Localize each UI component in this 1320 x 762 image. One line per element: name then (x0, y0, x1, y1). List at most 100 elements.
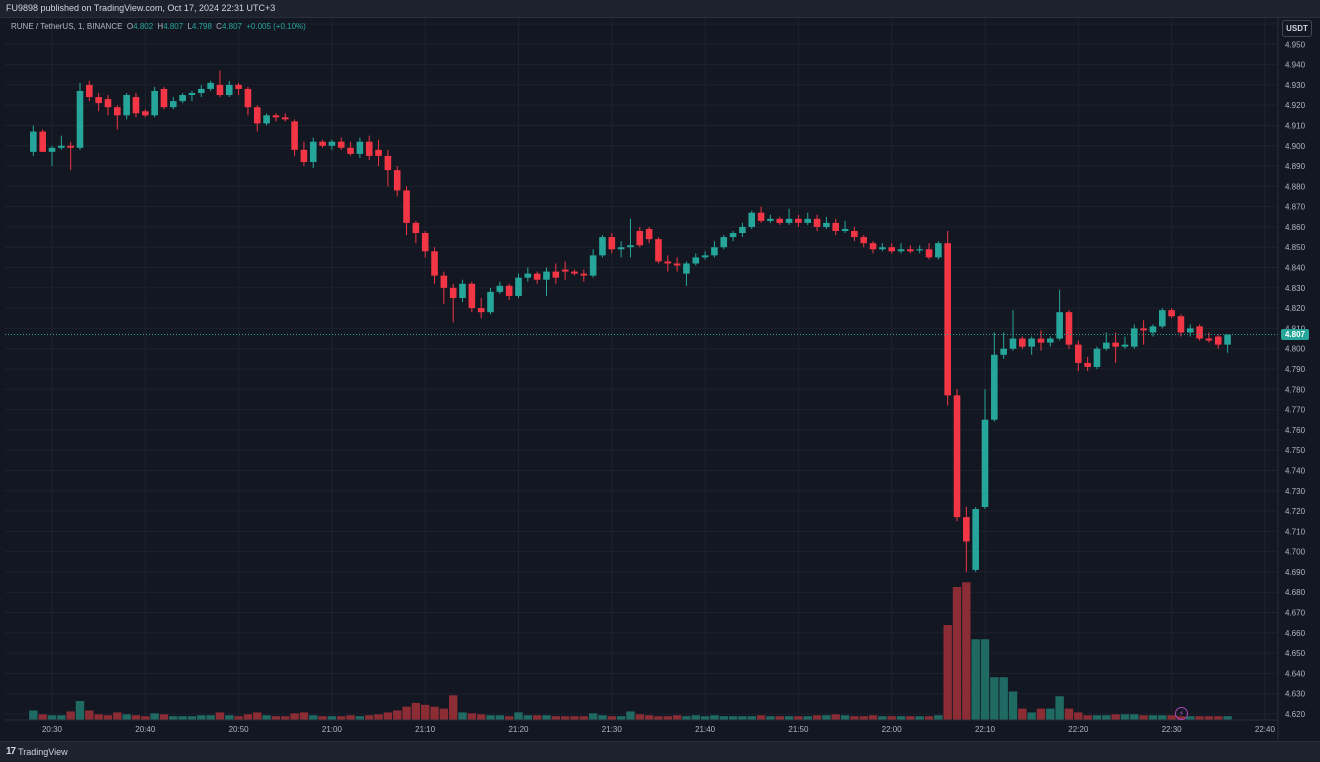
candle[interactable] (813, 214, 821, 231)
candle[interactable] (104, 95, 112, 116)
candle[interactable] (963, 507, 970, 572)
candle[interactable] (384, 149, 392, 187)
candle[interactable] (1130, 324, 1138, 349)
candle[interactable] (869, 241, 877, 254)
candle[interactable] (179, 93, 186, 104)
candle[interactable] (524, 267, 532, 282)
candle[interactable] (785, 208, 793, 225)
candle[interactable] (1009, 310, 1017, 351)
candle[interactable] (991, 332, 998, 422)
candle[interactable] (711, 241, 718, 258)
candle[interactable] (729, 231, 737, 242)
candle[interactable] (496, 281, 504, 294)
candle[interactable] (1149, 324, 1157, 337)
candle[interactable] (1121, 336, 1129, 349)
candle[interactable] (907, 245, 914, 254)
candle[interactable] (981, 389, 989, 510)
candle[interactable] (76, 82, 84, 150)
candle[interactable] (692, 253, 700, 266)
candle[interactable] (1140, 320, 1147, 345)
candle[interactable] (767, 214, 774, 223)
candle[interactable] (515, 273, 522, 298)
candle[interactable] (879, 243, 886, 252)
candle[interactable] (459, 279, 466, 303)
candle[interactable] (505, 283, 513, 300)
candle[interactable] (571, 269, 578, 276)
candle[interactable] (114, 105, 121, 130)
candle[interactable] (552, 263, 560, 284)
candle[interactable] (86, 80, 93, 102)
candle[interactable] (1158, 308, 1166, 329)
candlestick-chart[interactable]: 4.9604.9504.9404.9304.9204.9104.9004.890… (0, 18, 1320, 740)
candle[interactable] (1093, 346, 1101, 369)
candle[interactable] (328, 139, 336, 150)
candle[interactable] (776, 216, 784, 225)
candle[interactable] (225, 80, 233, 98)
candle[interactable] (655, 237, 662, 264)
price-axis[interactable]: 4.9604.9504.9404.9304.9204.9104.9004.890… (1277, 18, 1306, 740)
symbol-name[interactable]: RUNE / TetherUS, 1, BINANCE (11, 22, 123, 31)
candle[interactable] (860, 235, 868, 248)
candle[interactable] (972, 507, 979, 572)
candle[interactable] (627, 218, 634, 258)
candle[interactable] (823, 216, 830, 229)
time-axis[interactable]: 20:30 20:40 20:50 21:00 21:10 21:20 21:30 21:40… (5, 719, 1278, 734)
candle[interactable] (403, 186, 410, 236)
candle[interactable] (123, 93, 130, 120)
candle[interactable] (561, 261, 569, 280)
candle[interactable] (1168, 308, 1175, 319)
candle[interactable] (39, 129, 46, 152)
candle[interactable] (1028, 336, 1035, 355)
candle[interactable] (944, 231, 951, 406)
candle[interactable] (1075, 340, 1082, 372)
candle[interactable] (281, 113, 289, 122)
candle[interactable] (720, 235, 728, 250)
candle[interactable] (935, 241, 942, 260)
candle[interactable] (169, 97, 177, 110)
candle[interactable] (244, 86, 252, 116)
candle[interactable] (673, 257, 681, 272)
candle[interactable] (67, 141, 74, 171)
candle[interactable] (739, 222, 746, 238)
candle[interactable] (832, 218, 840, 236)
candle[interactable] (1196, 324, 1203, 341)
candle[interactable] (142, 109, 149, 118)
candle[interactable] (365, 135, 373, 160)
candle[interactable] (487, 287, 494, 315)
candle[interactable] (757, 206, 765, 223)
candle[interactable] (477, 297, 485, 319)
candle[interactable] (701, 251, 709, 260)
candle[interactable] (197, 84, 205, 98)
candle[interactable] (1224, 334, 1231, 353)
candle[interactable] (356, 137, 364, 158)
candle[interactable] (216, 70, 224, 98)
candle[interactable] (151, 86, 158, 118)
candle[interactable] (1047, 336, 1054, 347)
candle[interactable] (431, 247, 438, 284)
candle[interactable] (1205, 332, 1213, 343)
candle[interactable] (664, 255, 672, 272)
candle[interactable] (1037, 330, 1045, 351)
candle[interactable] (449, 283, 457, 323)
candle[interactable] (617, 241, 625, 258)
currency-button[interactable]: USDT (1282, 20, 1312, 37)
tradingview-brand[interactable]: 17 TradingView (6, 746, 68, 757)
candle[interactable] (319, 139, 326, 148)
candle[interactable] (841, 220, 849, 234)
candle[interactable] (412, 220, 420, 244)
candle[interactable] (683, 261, 690, 286)
candle[interactable] (48, 145, 56, 167)
candle[interactable] (1112, 332, 1119, 363)
candle[interactable] (253, 105, 261, 132)
candle[interactable] (1000, 332, 1007, 359)
candle[interactable] (1177, 314, 1185, 337)
candle[interactable] (30, 125, 37, 156)
candle[interactable] (291, 119, 298, 156)
candle[interactable] (645, 226, 653, 244)
candle[interactable] (468, 281, 476, 313)
candle[interactable] (608, 233, 616, 254)
candle[interactable] (804, 212, 812, 225)
candle[interactable] (337, 137, 345, 150)
candle[interactable] (375, 139, 382, 167)
candle[interactable] (1065, 310, 1073, 349)
